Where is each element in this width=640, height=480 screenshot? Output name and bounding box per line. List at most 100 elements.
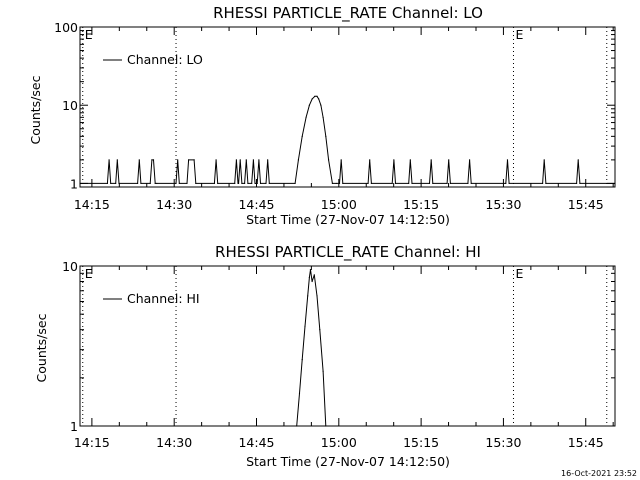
data-point	[118, 182, 120, 185]
data-point	[327, 159, 330, 161]
y-tick-label: 10	[62, 259, 78, 274]
data-point	[178, 182, 180, 185]
data-point	[305, 116, 307, 118]
x-axis-ticks	[91, 266, 614, 426]
x-tick-label: 14:30	[156, 435, 192, 450]
data-point	[138, 159, 140, 161]
event-marker-label: E	[85, 27, 93, 42]
data-point	[432, 182, 434, 185]
x-tick-label: 14:30	[156, 197, 192, 212]
y-tick-label: 100	[54, 20, 78, 35]
data-point	[320, 104, 322, 106]
data-point	[467, 182, 469, 185]
x-tick-label: 15:30	[485, 197, 521, 212]
data-point	[251, 182, 253, 185]
data-point	[575, 182, 578, 185]
event-marker-label: E	[515, 27, 523, 42]
y-axis-ticks	[80, 265, 615, 427]
date-stamp: 16-Oct-2021 23:52	[561, 469, 637, 478]
data-point	[234, 182, 236, 185]
x-tick-label: 15:15	[403, 435, 439, 450]
chart-panel-lo: RHESSI PARTICLE_RATE Channel: LO Counts/…	[28, 4, 616, 227]
data-point	[79, 182, 81, 185]
data-point	[215, 159, 217, 161]
data-point	[506, 159, 509, 161]
data-point	[247, 182, 249, 185]
x-tick-label: 15:00	[321, 435, 357, 450]
x-tick-label: 15:30	[485, 435, 521, 450]
x-tick-label: 14:15	[74, 435, 110, 450]
data-point	[370, 182, 372, 185]
x-tick-label: 15:45	[568, 197, 604, 212]
data-point	[449, 182, 451, 185]
data-point	[470, 182, 472, 185]
data-point	[106, 182, 109, 185]
data-point	[448, 159, 450, 161]
data-point	[313, 274, 315, 276]
data-point	[322, 370, 324, 372]
data-point	[335, 182, 337, 185]
x-tick-label: 14:45	[238, 197, 274, 212]
data-point	[258, 159, 260, 161]
data-point	[296, 425, 298, 427]
data-point	[393, 159, 395, 161]
data-point	[267, 159, 269, 161]
data-point	[308, 276, 310, 278]
plot-frame	[79, 26, 616, 188]
data-point	[235, 159, 237, 161]
data-point	[543, 159, 545, 161]
data-point	[254, 182, 256, 185]
data-point	[188, 159, 190, 161]
data-point	[331, 182, 334, 185]
data-point	[152, 159, 155, 161]
data-point	[319, 329, 321, 331]
data-point	[265, 182, 267, 185]
data-point	[154, 182, 156, 185]
data-point	[137, 182, 139, 185]
data-point	[409, 159, 411, 161]
data-point	[579, 182, 581, 185]
data-point	[268, 182, 270, 185]
x-axis-label: Start Time (27-Nov-07 14:12:50)	[246, 212, 450, 227]
data-point	[318, 98, 320, 100]
data-point	[245, 159, 247, 161]
data-point	[195, 182, 197, 185]
data-point	[256, 182, 258, 185]
data-point	[149, 182, 151, 185]
data-point	[338, 182, 341, 185]
data-point	[140, 182, 142, 185]
data-point	[367, 182, 369, 185]
data-point	[545, 182, 547, 185]
series-0	[296, 268, 327, 427]
data-point	[151, 159, 153, 161]
data-point	[244, 182, 246, 185]
data-point	[408, 182, 410, 185]
data-point	[116, 159, 118, 161]
data-point	[308, 104, 310, 106]
data-point	[325, 425, 327, 427]
data-point	[314, 95, 316, 97]
data-point	[325, 135, 327, 137]
data-point	[213, 182, 216, 185]
chart-title: RHESSI PARTICLE_RATE Channel: LO	[213, 4, 483, 23]
event-marker-label: E	[515, 266, 523, 281]
plot-frame	[79, 265, 616, 427]
data-point	[237, 182, 240, 185]
data-point	[577, 159, 579, 161]
data-point	[316, 295, 318, 297]
data-point	[156, 182, 158, 185]
data-point	[428, 182, 431, 185]
data-point	[217, 182, 219, 185]
data-point	[241, 182, 243, 185]
y-axis-ticks	[80, 26, 615, 188]
data-point	[394, 182, 397, 185]
data-point	[175, 182, 177, 185]
x-tick-label: 15:00	[321, 197, 357, 212]
x-tick-label: 15:15	[403, 197, 439, 212]
data-point	[304, 325, 306, 327]
y-axis-label: Counts/sec	[34, 313, 49, 382]
data-point	[294, 182, 296, 185]
data-point	[301, 135, 303, 137]
data-point	[342, 182, 344, 185]
data-point	[177, 159, 179, 161]
